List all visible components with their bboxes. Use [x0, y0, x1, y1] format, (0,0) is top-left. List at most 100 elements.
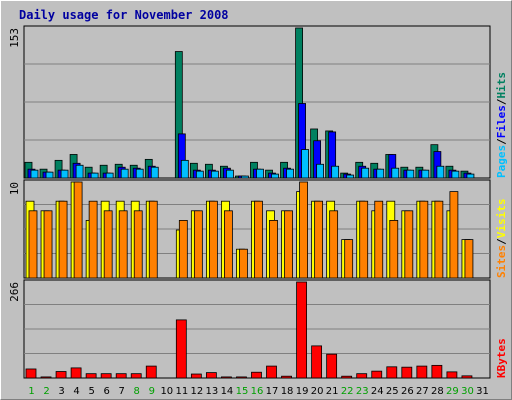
- bar-sites-day-18: [284, 210, 293, 279]
- x-tick-label-day-30: 30: [461, 386, 474, 397]
- bar-pages-day-12: [195, 170, 204, 179]
- bar-sites-day-22: [344, 239, 354, 279]
- y-axis-max-label: 10: [8, 182, 21, 195]
- legend-separator: /: [495, 98, 508, 105]
- bar-pages-day-20: [316, 163, 325, 179]
- bar-pages-day-17: [271, 173, 279, 179]
- legend-hits: Hits: [495, 72, 508, 99]
- x-tick-label-day-11: 11: [175, 386, 188, 397]
- legend-sites: Sites: [495, 245, 508, 278]
- bar-pages-day-21: [331, 165, 340, 179]
- bar-pages-day-28: [436, 165, 445, 179]
- bar-pages-day-5: [90, 172, 99, 179]
- bar-sites-day-25: [389, 219, 399, 279]
- legend-hits-files-pages: Pages/Files/Hits: [495, 72, 508, 178]
- bar-sites-day-16: [254, 200, 263, 279]
- bar-pages-day-3: [60, 169, 69, 179]
- bar-kbytes-day-30: [461, 375, 473, 379]
- x-tick-label-day-31: 31: [476, 386, 489, 397]
- legend-visits: Visits: [495, 199, 508, 239]
- x-axis-labels: 1 2 3 4 5 6 7 8 9 10 11 12 13 14 15 16 17 18 19 20 21 22 23 24 2…: [28, 386, 489, 397]
- x-tick-label-day-20: 20: [311, 386, 324, 397]
- bar-pages-day-11: [180, 159, 189, 179]
- bar-pages-day-25: [391, 167, 400, 179]
- bar-pages-day-6: [105, 172, 114, 179]
- x-tick-label-day-27: 27: [416, 386, 429, 397]
- x-tick-label-day-13: 13: [206, 386, 219, 397]
- x-tick-label-day-15: 15: [236, 386, 249, 397]
- bar-kbytes-day-5: [85, 373, 97, 379]
- legend-separator: /: [495, 138, 508, 145]
- bar-sites-day-15: [239, 248, 248, 279]
- bar-sites-day-1: [28, 210, 38, 279]
- bar-pages-day-2: [45, 171, 54, 179]
- bar-pages-day-19: [301, 149, 309, 179]
- bar-sites-day-6: [103, 210, 113, 279]
- bar-kbytes-day-28: [431, 364, 443, 379]
- bar-sites-day-4: [73, 181, 83, 279]
- bar-kbytes-day-24: [371, 370, 383, 379]
- x-tick-label-day-24: 24: [371, 386, 384, 397]
- bar-pages-day-23: [361, 167, 370, 179]
- legend-kbytes: KBytes: [495, 338, 508, 378]
- bar-kbytes-day-22: [341, 375, 353, 379]
- bar-sites-day-19: [299, 181, 308, 279]
- x-tick-label-day-4: 4: [73, 386, 79, 397]
- bar-pages-day-13: [210, 170, 219, 179]
- bar-pages-day-15: [241, 175, 249, 179]
- bar-sites-day-27: [419, 200, 429, 279]
- x-tick-label-day-25: 25: [386, 386, 399, 397]
- bar-kbytes-day-21: [326, 353, 338, 379]
- bar-kbytes-day-19: [296, 281, 307, 379]
- bar-kbytes-day-29: [446, 371, 458, 379]
- bar-kbytes-day-14: [221, 376, 232, 379]
- bar-sites-day-28: [434, 200, 444, 279]
- bar-pages-day-8: [135, 168, 144, 179]
- x-tick-label-day-7: 7: [119, 386, 125, 397]
- bar-sites-day-21: [329, 210, 339, 279]
- bar-pages-day-7: [120, 168, 129, 179]
- x-tick-label-day-29: 29: [446, 386, 459, 397]
- bar-sites-day-8: [133, 210, 143, 279]
- bar-kbytes-day-9: [145, 365, 157, 379]
- bar-sites-day-3: [58, 200, 68, 279]
- bar-kbytes-day-12: [190, 373, 202, 379]
- bar-sites-day-17: [269, 219, 278, 279]
- x-tick-label-day-28: 28: [431, 386, 444, 397]
- bar-kbytes-day-11: [175, 319, 187, 379]
- panel-kbytes: 266 KBytes: [8, 279, 508, 379]
- x-tick-label-day-6: 6: [103, 386, 109, 397]
- bar-kbytes-day-16: [251, 371, 262, 379]
- x-tick-label-day-26: 26: [401, 386, 414, 397]
- bar-kbytes-day-6: [100, 373, 112, 379]
- x-tick-label-day-17: 17: [266, 386, 279, 397]
- bar-pages-day-18: [286, 168, 294, 179]
- bar-pages-day-14: [226, 169, 234, 179]
- x-tick-label-day-14: 14: [221, 386, 234, 397]
- bar-pages-day-26: [406, 169, 415, 179]
- bar-kbytes-day-2: [40, 376, 52, 379]
- bar-kbytes-day-27: [416, 365, 428, 379]
- x-tick-label-day-8: 8: [134, 386, 140, 397]
- x-tick-label-day-21: 21: [326, 386, 339, 397]
- x-tick-label-day-16: 16: [251, 386, 264, 397]
- bar-pages-day-9: [150, 166, 159, 179]
- bar-sites-day-2: [43, 210, 53, 279]
- bar-sites-day-12: [193, 210, 203, 279]
- bar-pages-day-27: [421, 169, 430, 179]
- x-tick-label-day-18: 18: [281, 386, 294, 397]
- bar-kbytes-day-20: [311, 345, 323, 379]
- bar-sites-day-26: [404, 210, 414, 279]
- panel-visits-sites: 10 Sites/Visits: [8, 179, 508, 279]
- chart-panels: 153Pages/Files/Hits10Sites/Visits266KByt…: [8, 25, 508, 379]
- legend-visits-sites: Sites/Visits: [495, 199, 508, 279]
- chart-title: Daily usage for November 2008: [19, 8, 229, 22]
- bar-kbytes-day-15: [236, 376, 247, 379]
- bar-sites-day-9: [148, 200, 158, 279]
- bar-pages-day-24: [376, 168, 385, 179]
- bar-sites-day-29: [449, 191, 459, 279]
- bar-pages-day-22: [346, 174, 355, 179]
- legend-separator: /: [495, 238, 508, 245]
- bar-sites-day-23: [359, 200, 369, 279]
